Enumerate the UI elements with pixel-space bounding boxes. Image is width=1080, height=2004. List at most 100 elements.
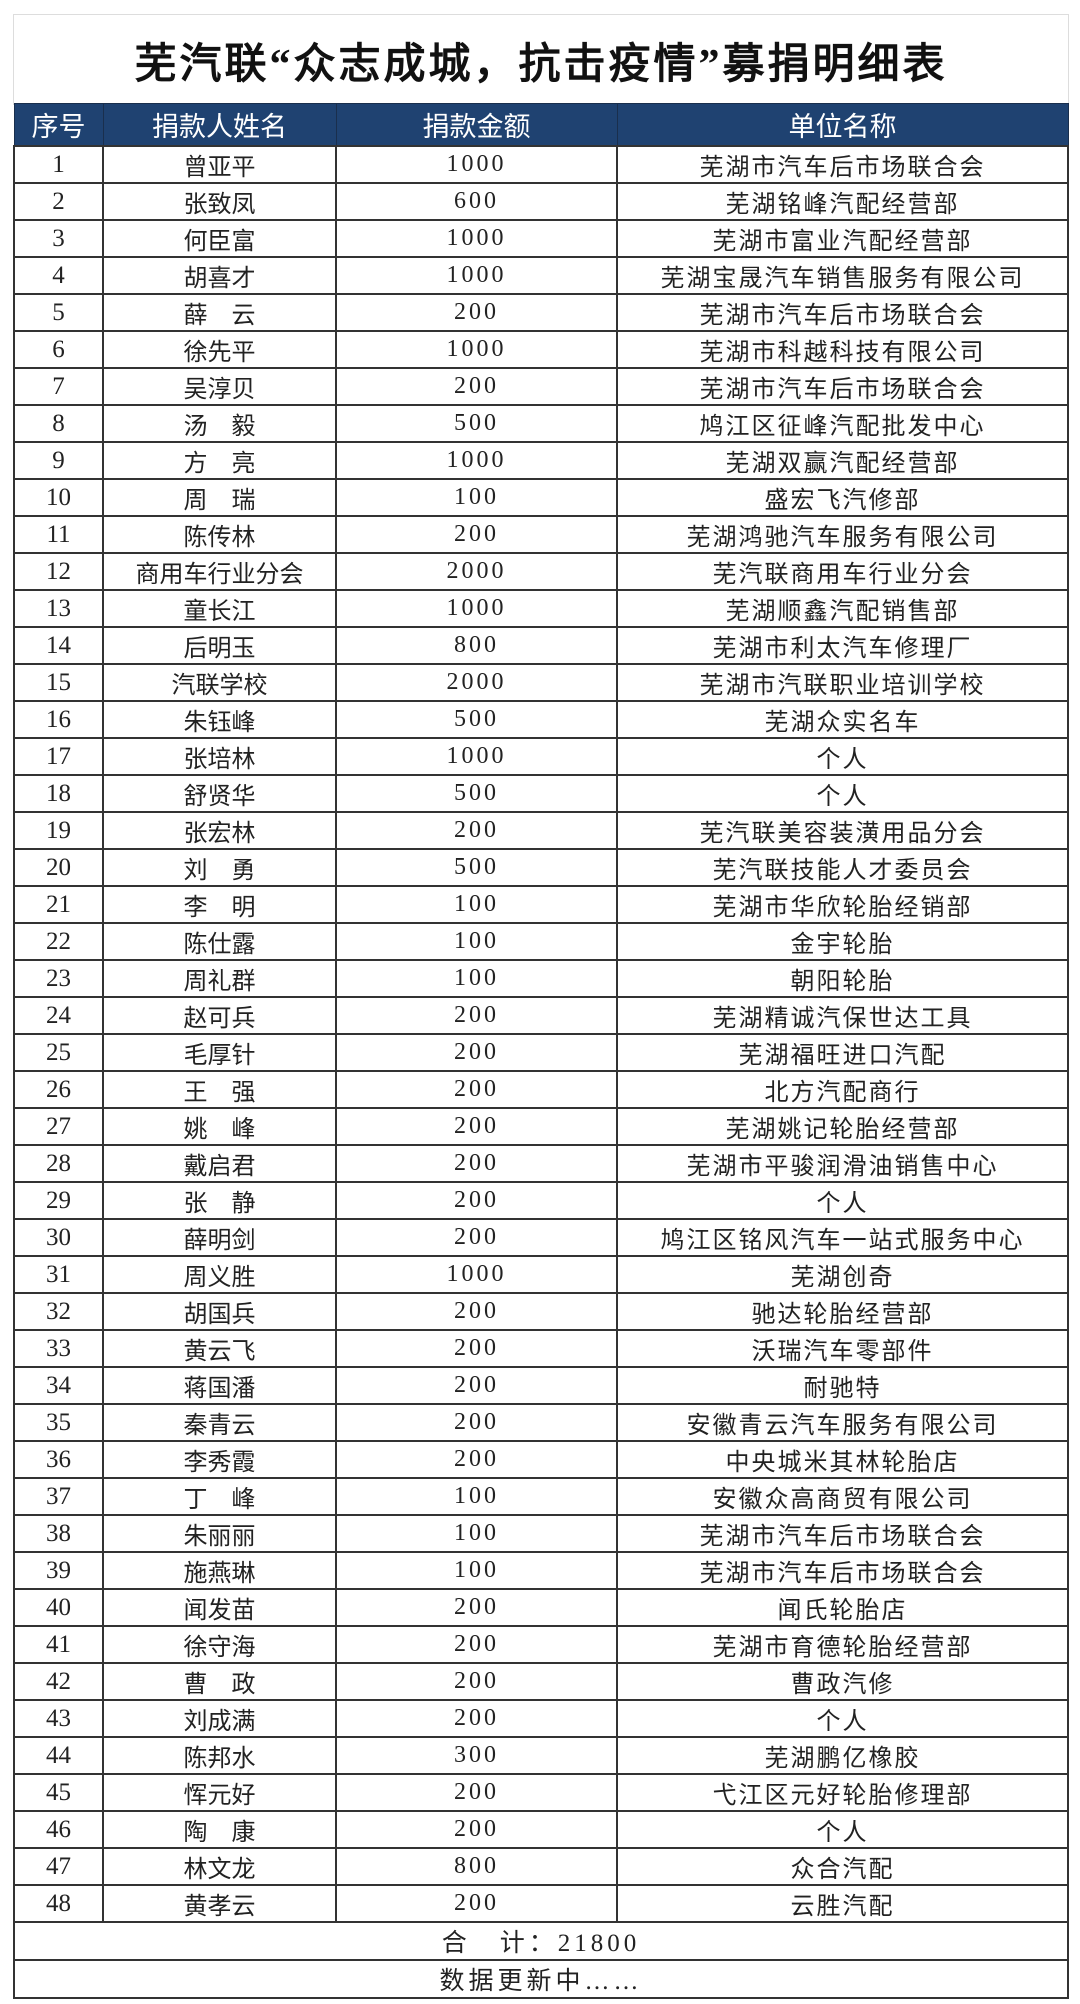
unit-name: 芜湖市富业汽配经营部 [616, 219, 1069, 258]
unit-name: 曹政汽修 [616, 1662, 1069, 1701]
table-row: 43 刘成满 200 个人 [13, 1699, 1069, 1738]
donation-amount: 200 [335, 1403, 618, 1442]
donation-amount: 1000 [335, 589, 618, 628]
table-row: 22 陈仕露 100 金宇轮胎 [13, 922, 1069, 961]
donation-amount: 200 [335, 1440, 618, 1479]
row-index: 38 [13, 1514, 104, 1553]
donor-name: 曾亚平 [102, 145, 337, 184]
unit-name: 芜湖双赢汽配经营部 [616, 441, 1069, 480]
unit-name: 芜湖鸿驰汽车服务有限公司 [616, 515, 1069, 554]
table-row: 18 舒贤华 500 个人 [13, 774, 1069, 813]
unit-name: 芜湖市汽联职业培训学校 [616, 663, 1069, 702]
unit-name: 安徽青云汽车服务有限公司 [616, 1403, 1069, 1442]
unit-name: 鸠江区铭风汽车一站式服务中心 [616, 1218, 1069, 1257]
row-index: 32 [13, 1292, 104, 1331]
unit-name: 芜湖市汽车后市场联合会 [616, 1514, 1069, 1553]
donor-name: 童长江 [102, 589, 337, 628]
donor-name: 张 静 [102, 1181, 337, 1220]
row-index: 46 [13, 1810, 104, 1849]
table-row: 42 曹 政 200 曹政汽修 [13, 1662, 1069, 1701]
table-row: 16 朱钰峰 500 芜湖众实名车 [13, 700, 1069, 739]
donor-name: 毛厚针 [102, 1033, 337, 1072]
table-row: 15 汽联学校 2000 芜湖市汽联职业培训学校 [13, 663, 1069, 702]
unit-name: 芜湖宝晟汽车销售服务有限公司 [616, 256, 1069, 295]
donor-name: 周义胜 [102, 1255, 337, 1294]
row-index: 43 [13, 1699, 104, 1738]
donor-name: 张宏林 [102, 811, 337, 850]
row-index: 42 [13, 1662, 104, 1701]
unit-name: 个人 [616, 1699, 1069, 1738]
donor-name: 曹 政 [102, 1662, 337, 1701]
row-index: 48 [13, 1884, 104, 1923]
donation-amount: 2000 [335, 663, 618, 702]
donor-name: 商用车行业分会 [102, 552, 337, 591]
unit-name: 芜湖市汽车后市场联合会 [616, 145, 1069, 184]
unit-name: 个人 [616, 774, 1069, 813]
donor-name: 胡喜才 [102, 256, 337, 295]
unit-name: 芜湖市汽车后市场联合会 [616, 1551, 1069, 1590]
unit-name: 北方汽配商行 [616, 1070, 1069, 1109]
table-row: 40 闻发苗 200 闻氏轮胎店 [13, 1588, 1069, 1627]
unit-name: 芜湖市华欣轮胎经销部 [616, 885, 1069, 924]
unit-name: 芜湖福旺进口汽配 [616, 1033, 1069, 1072]
row-index: 24 [13, 996, 104, 1035]
row-index: 44 [13, 1736, 104, 1775]
unit-name: 沃瑞汽车零部件 [616, 1329, 1069, 1368]
table-row: 32 胡国兵 200 驰达轮胎经营部 [13, 1292, 1069, 1331]
donation-amount: 200 [335, 293, 618, 332]
column-header-unit: 单位名称 [616, 103, 1069, 147]
table-row: 21 李 明 100 芜湖市华欣轮胎经销部 [13, 885, 1069, 924]
donation-amount: 100 [335, 478, 618, 517]
row-index: 26 [13, 1070, 104, 1109]
unit-name: 云胜汽配 [616, 1884, 1069, 1923]
table-row: 19 张宏林 200 芜汽联美容装潢用品分会 [13, 811, 1069, 850]
table-row: 34 蒋国潘 200 耐驰特 [13, 1366, 1069, 1405]
table-row: 48 黄孝云 200 云胜汽配 [13, 1884, 1069, 1923]
table-row: 7 吴淳贝 200 芜湖市汽车后市场联合会 [13, 367, 1069, 406]
donation-amount: 200 [335, 1773, 618, 1812]
donation-amount: 800 [335, 626, 618, 665]
row-index: 39 [13, 1551, 104, 1590]
row-index: 25 [13, 1033, 104, 1072]
unit-name: 芜湖市汽车后市场联合会 [616, 293, 1069, 332]
donation-amount: 1000 [335, 145, 618, 184]
donation-amount: 600 [335, 182, 618, 221]
row-index: 2 [13, 182, 104, 221]
donor-name: 黄云飞 [102, 1329, 337, 1368]
table-row: 23 周礼群 100 朝阳轮胎 [13, 959, 1069, 998]
donor-name: 周 瑞 [102, 478, 337, 517]
row-index: 15 [13, 663, 104, 702]
unit-name: 个人 [616, 737, 1069, 776]
unit-name: 芜湖众实名车 [616, 700, 1069, 739]
donor-name: 李 明 [102, 885, 337, 924]
unit-name: 芜湖铭峰汽配经营部 [616, 182, 1069, 221]
table-row: 10 周 瑞 100 盛宏飞汽修部 [13, 478, 1069, 517]
unit-name: 芜汽联技能人才委员会 [616, 848, 1069, 887]
row-index: 13 [13, 589, 104, 628]
donation-amount: 100 [335, 1514, 618, 1553]
table-row: 33 黄云飞 200 沃瑞汽车零部件 [13, 1329, 1069, 1368]
footer-row: 数据更新中…… [13, 1959, 1069, 1999]
table-row: 45 恽元好 200 弋江区元好轮胎修理部 [13, 1773, 1069, 1812]
row-index: 36 [13, 1440, 104, 1479]
unit-name: 驰达轮胎经营部 [616, 1292, 1069, 1331]
donor-name: 薛 云 [102, 293, 337, 332]
row-index: 40 [13, 1588, 104, 1627]
table-header: 序号 捐款人姓名 捐款金额 单位名称 [13, 103, 1069, 147]
row-index: 45 [13, 1773, 104, 1812]
donation-amount: 100 [335, 885, 618, 924]
donation-amount: 200 [335, 1181, 618, 1220]
table-row: 26 王 强 200 北方汽配商行 [13, 1070, 1069, 1109]
donor-name: 张培林 [102, 737, 337, 776]
donation-amount: 200 [335, 1107, 618, 1146]
row-index: 37 [13, 1477, 104, 1516]
row-index: 33 [13, 1329, 104, 1368]
table-row: 46 陶 康 200 个人 [13, 1810, 1069, 1849]
row-index: 20 [13, 848, 104, 887]
row-index: 10 [13, 478, 104, 517]
donation-amount: 200 [335, 1033, 618, 1072]
donor-name: 姚 峰 [102, 1107, 337, 1146]
row-index: 31 [13, 1255, 104, 1294]
donation-amount: 1000 [335, 330, 618, 369]
